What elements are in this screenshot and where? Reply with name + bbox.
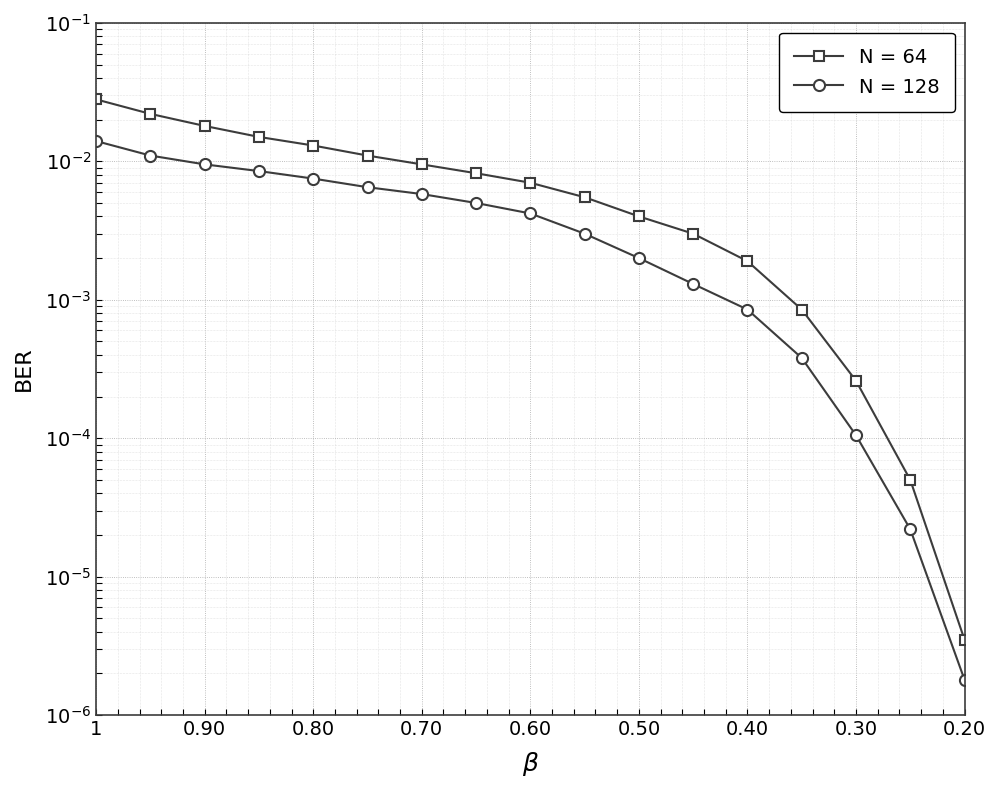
N = 128 bbox=[687, 280, 699, 289]
N = 128 bbox=[850, 431, 862, 440]
N = 128 bbox=[470, 198, 482, 208]
N = 128 bbox=[904, 524, 916, 534]
N = 64 bbox=[470, 169, 482, 178]
Line: N = 64: N = 64 bbox=[91, 94, 969, 645]
N = 64 bbox=[307, 141, 319, 150]
N = 64 bbox=[253, 132, 265, 142]
N = 128 bbox=[579, 229, 591, 238]
N = 64 bbox=[741, 257, 753, 266]
N = 64 bbox=[199, 121, 211, 131]
N = 128 bbox=[416, 189, 428, 199]
N = 128 bbox=[253, 166, 265, 176]
N = 64 bbox=[687, 229, 699, 238]
N = 128 bbox=[90, 136, 102, 146]
N = 64 bbox=[633, 211, 645, 221]
N = 128 bbox=[307, 174, 319, 184]
N = 128 bbox=[741, 305, 753, 314]
N = 128 bbox=[362, 182, 374, 192]
N = 64 bbox=[90, 94, 102, 104]
N = 128 bbox=[959, 675, 971, 684]
Y-axis label: BER: BER bbox=[14, 347, 34, 391]
N = 64 bbox=[959, 635, 971, 645]
Legend: N = 64, N = 128: N = 64, N = 128 bbox=[779, 32, 955, 112]
N = 64 bbox=[524, 178, 536, 188]
N = 64 bbox=[362, 150, 374, 160]
N = 128 bbox=[524, 209, 536, 219]
N = 64 bbox=[796, 305, 808, 314]
X-axis label: $\beta$: $\beta$ bbox=[522, 750, 539, 778]
N = 128 bbox=[199, 160, 211, 169]
N = 128 bbox=[796, 353, 808, 363]
N = 64 bbox=[144, 109, 156, 119]
N = 64 bbox=[579, 192, 591, 202]
N = 128 bbox=[633, 253, 645, 263]
N = 64 bbox=[416, 160, 428, 169]
N = 64 bbox=[850, 376, 862, 386]
N = 64 bbox=[904, 475, 916, 485]
N = 128 bbox=[144, 150, 156, 160]
Line: N = 128: N = 128 bbox=[91, 135, 970, 685]
